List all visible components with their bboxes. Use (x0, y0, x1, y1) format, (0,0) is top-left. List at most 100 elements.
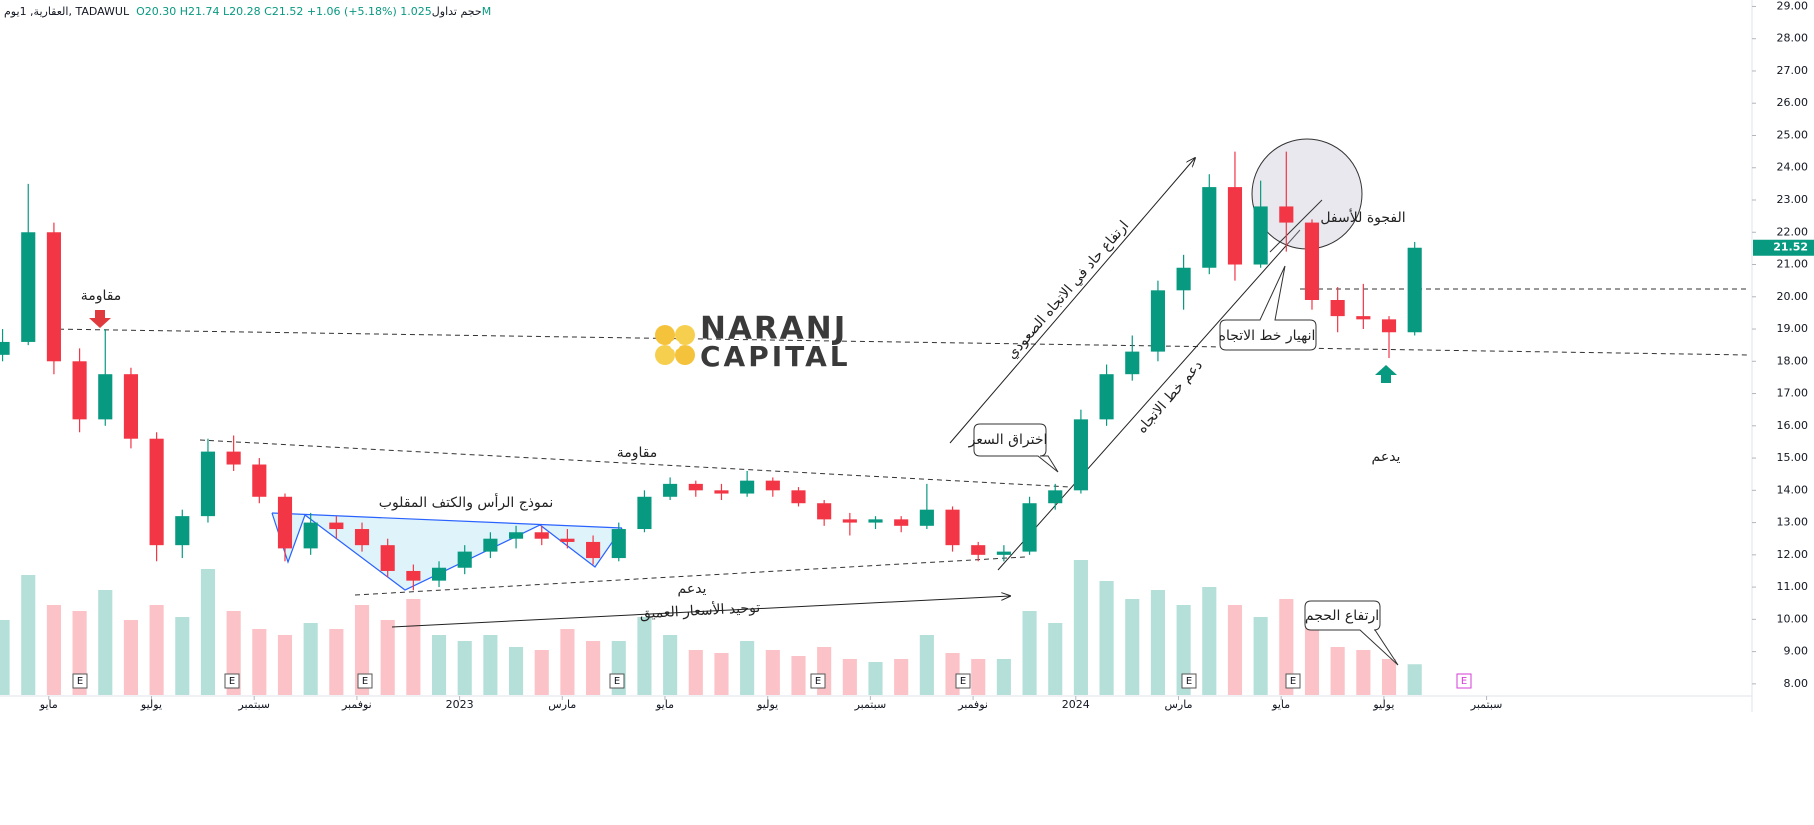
ohlc: L20.28 (223, 5, 261, 18)
candle-body (72, 361, 87, 420)
annotation: الفجوة للأسفل (1320, 208, 1405, 226)
volume-bar (200, 569, 216, 695)
axes: 8.00 9.00 10.00 11.00 12.00 13.00 14.00 15.00 16… (39, 0, 1814, 711)
x-tick-label: مايو (1271, 698, 1290, 711)
volume-bar (1279, 599, 1294, 695)
candle-body (175, 516, 190, 546)
event-label: E (1186, 676, 1192, 687)
y-tick-label: 12.00 (1777, 548, 1809, 561)
volume-bar (21, 575, 36, 695)
y-tick-label: 10.00 (1777, 612, 1809, 625)
y-tick-label: 14.00 (1777, 483, 1809, 496)
volume-bar (277, 635, 293, 695)
candle-body (226, 451, 241, 465)
candle-body (252, 464, 267, 497)
volume-bar (98, 590, 113, 695)
volume-value: 1.025M (400, 5, 492, 18)
x-tick-label: مارس (548, 698, 576, 711)
volume-bar (329, 629, 344, 695)
x-tick-label: 2024 (1062, 698, 1090, 711)
consolidation-arrow (391, 596, 1010, 628)
candle-body (996, 551, 1011, 555)
x-tick-label: يوليو (140, 698, 162, 711)
volume-bar (380, 620, 395, 695)
volume-bar (714, 653, 729, 695)
x-tick-label: مايو (39, 698, 58, 711)
volume-bar (1048, 623, 1063, 695)
volume-bar (1356, 650, 1371, 695)
volume-bar (1330, 647, 1345, 695)
candle-body (637, 496, 652, 530)
x-tick-label: يوليو (756, 698, 778, 711)
volume-bar (1304, 611, 1320, 695)
volume-bar (1407, 664, 1422, 695)
candle-body (1227, 187, 1243, 265)
candle-body (1356, 316, 1371, 320)
candle-body (149, 438, 164, 546)
pattern-fill (272, 513, 622, 590)
candle-body (894, 519, 909, 526)
volume-bar (534, 650, 549, 695)
support-line (354, 556, 1026, 596)
volume-bar (765, 650, 780, 695)
volume-bar (842, 659, 857, 695)
candle-body (1048, 490, 1063, 504)
annotation: دعم خط الاتجاه (1134, 357, 1206, 436)
volume-bar (431, 635, 447, 695)
volume-bar (406, 599, 421, 695)
event-box (1181, 673, 1197, 689)
event-label: E (1461, 676, 1467, 687)
events: E E E E E E E E E (72, 673, 1472, 689)
candle-body (765, 480, 780, 491)
annotation: نموذج الرأس والكتف المقلوب (379, 493, 553, 511)
y-tick-label: 13.00 (1777, 516, 1809, 529)
event-label: E (1290, 676, 1296, 687)
y-tick-label: 20.00 (1777, 290, 1809, 303)
volume-bar (354, 605, 370, 695)
y-tick-label: 15.00 (1777, 451, 1809, 464)
volume-layer (0, 560, 1422, 695)
ohlc: O20.30 (136, 5, 177, 18)
candle-body (663, 483, 678, 497)
last-price-tag (1753, 239, 1814, 256)
candle-body (817, 503, 832, 520)
volume-bar (868, 662, 883, 695)
volume-bar (791, 656, 806, 695)
event-label: E (614, 676, 620, 687)
candle-body (483, 538, 498, 552)
annotation: ارتفاع حاد في الاتجاه الصعودي (1004, 218, 1132, 362)
event-label: E (815, 676, 821, 687)
candle-body (842, 519, 857, 523)
volume-bar (252, 629, 267, 695)
candle-body (1253, 206, 1268, 265)
candle-body (1202, 187, 1217, 268)
candle-body (868, 519, 883, 523)
volume-bar (560, 629, 575, 695)
ohlc: C21.52 (264, 5, 304, 18)
volume-bar (46, 605, 61, 695)
gap-pointer (1269, 199, 1323, 253)
annotation: انهيار خط الاتجاه (1219, 328, 1316, 344)
candle-body (0, 341, 10, 355)
annotation: يدعم (1372, 449, 1401, 465)
y-tick-label: 16.00 (1777, 419, 1809, 432)
resistance-line (199, 439, 1071, 488)
volume-bar (663, 635, 678, 695)
volume-bar (1125, 599, 1140, 695)
candle-body (688, 483, 703, 491)
candle-body (303, 522, 318, 549)
candle-body (380, 545, 395, 571)
x-tick-label: مارس (1164, 698, 1192, 711)
event-box (609, 673, 625, 689)
candle-body (406, 570, 421, 581)
logo-text: NARANJ (700, 311, 847, 347)
event-label: E (960, 676, 966, 687)
volume-bar (688, 650, 703, 695)
candle-body (971, 545, 986, 555)
candle-body (1330, 300, 1345, 317)
candle-body (200, 451, 216, 517)
y-tick-label: 26.00 (1777, 96, 1809, 109)
event-label: E (77, 676, 83, 687)
